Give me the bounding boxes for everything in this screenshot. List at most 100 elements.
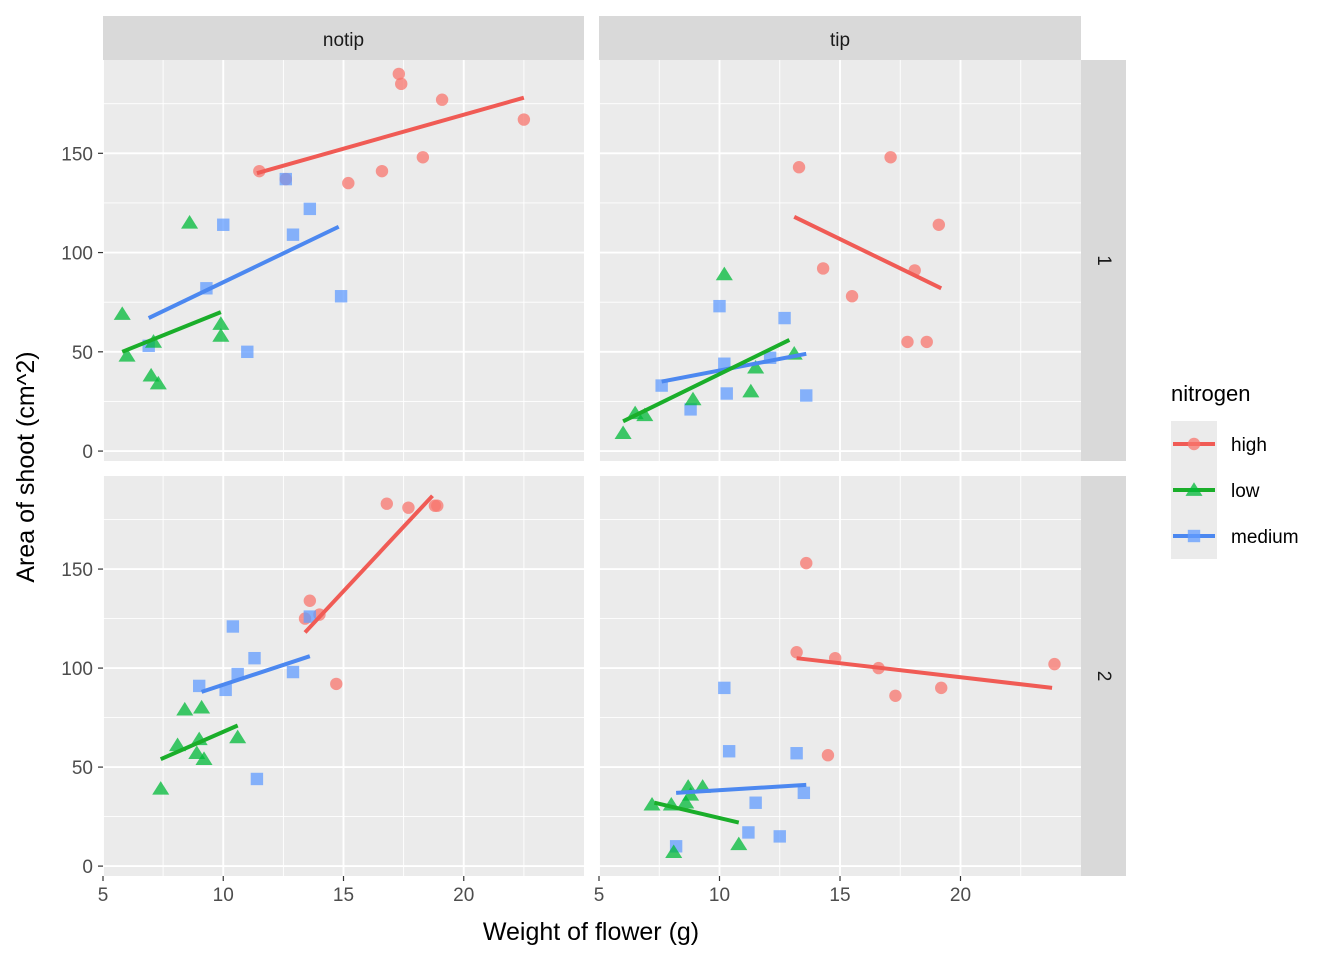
data-point-medium [217,218,230,231]
data-point-medium [718,681,731,695]
legend: nitrogen high low medium [1171,381,1299,559]
y-tick-label: 100 [61,659,93,680]
data-point-medium [713,299,726,313]
x-tick-label: 20 [950,885,971,906]
data-point-high [790,646,803,659]
data-point-low [176,701,194,716]
data-point-medium [286,228,300,241]
data-point-low [212,328,230,342]
fit-line-low [622,338,791,424]
data-point-high [303,594,317,607]
x-tick-label: 15 [829,885,850,906]
x-tick-label: 20 [453,885,474,906]
strip-label: tip [830,30,850,51]
data-point-high [845,290,859,303]
data-point-medium [684,403,697,416]
data-point-low [730,836,748,851]
data-point-high [435,93,449,106]
legend-label: high [1231,435,1267,456]
data-point-low [212,316,230,330]
legend-item-medium: medium [1171,513,1299,559]
y-tick-label: 150 [61,144,93,165]
fit-line-high [796,656,1053,690]
data-point-medium [248,651,261,665]
data-point-high [1048,657,1061,671]
panels-layer [102,60,1081,876]
legend-title: nitrogen [1171,381,1251,406]
fit-line-high [303,494,434,634]
data-point-low [684,391,702,406]
data-point-medium [303,202,317,216]
data-point-low [149,375,167,390]
data-point-high [416,151,430,164]
data-point-high [342,176,355,190]
panel-notip-2 [102,476,584,876]
data-point-low [229,729,247,744]
data-point-low [181,215,199,229]
data-point-medium [241,345,254,359]
data-point-low [193,699,211,714]
legend-label: low [1231,481,1260,502]
data-point-medium [800,389,813,402]
data-point-medium [250,772,264,786]
strip-right-1: 1 [1081,60,1126,461]
y-tick-label: 0 [82,857,93,878]
strip-label: 2 [1093,671,1114,682]
strip-background [1081,60,1126,461]
data-point-high [375,164,389,178]
data-point-low [643,796,661,811]
data-point-low [715,266,733,281]
strip-background [103,16,584,60]
fit-line-low [159,723,239,762]
strip-label: notip [323,30,364,51]
strip-background [1081,476,1126,876]
data-point-low [188,745,206,760]
panel-tip-1 [598,60,1081,461]
data-point-medium [303,610,317,623]
fit-line-high [793,215,943,291]
strip-background [599,16,1081,60]
y-axis-title: Area of shoot (cm^2) [12,351,40,582]
data-point-medium [797,786,811,800]
data-point-low [142,367,160,382]
strip-right-2: 2 [1081,476,1126,876]
x-tick-label: 5 [594,885,605,906]
data-point-low [118,348,136,362]
data-point-low [747,359,765,374]
fit-line-medium [200,654,311,694]
strip-top-notip: notip [103,16,584,60]
data-point-low [677,794,695,809]
legend-key-square [1187,529,1201,543]
legend-item-high: high [1171,421,1267,467]
data-point-low [665,844,683,859]
legend-key-circle [1187,437,1201,451]
data-point-high [935,681,948,695]
panel-tip-2 [598,476,1081,876]
data-point-high [816,262,830,275]
x-tick-label: 10 [213,885,234,906]
y-tick-label: 50 [72,758,93,779]
data-point-high [402,501,415,514]
data-point-medium [749,796,762,809]
strip-top-tip: tip [599,16,1081,60]
fit-line-medium [675,782,807,795]
data-point-high [792,160,806,174]
data-point-medium [286,665,300,679]
fit-line-medium [147,224,340,320]
fit-line-low [121,310,222,354]
data-point-medium [778,311,791,325]
fit-line-high [256,95,525,176]
data-point-high [889,689,902,703]
x-tick-label: 15 [333,885,354,906]
data-point-high [395,77,408,91]
y-tick-label: 150 [61,560,93,581]
data-point-medium [720,387,733,400]
x-axis-title: Weight of flower (g) [483,918,699,946]
strip-label: 1 [1093,255,1114,266]
data-point-high [932,218,946,231]
data-point-medium [790,747,803,760]
data-point-high [821,749,835,762]
data-point-high [901,335,914,349]
data-point-low [742,383,760,398]
